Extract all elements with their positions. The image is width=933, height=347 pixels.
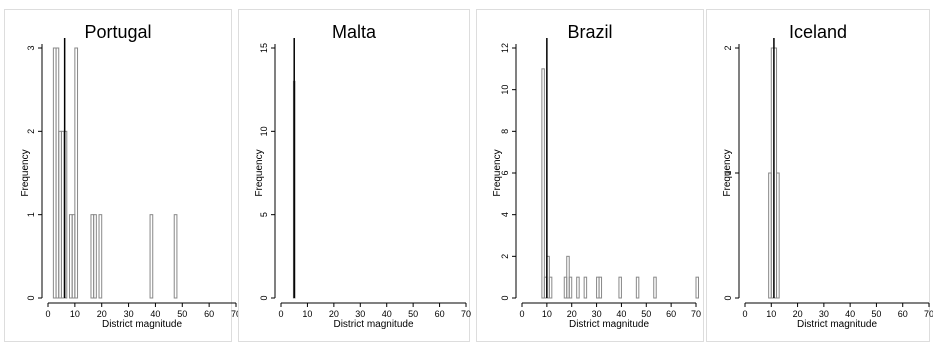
y-tick-label: 4 xyxy=(500,212,510,217)
x-tick-label: 10 xyxy=(302,309,312,319)
y-tick-label: 2 xyxy=(723,45,733,50)
y-tick-label: 5 xyxy=(259,212,269,217)
x-tick-label: 30 xyxy=(592,309,602,319)
panel-border xyxy=(239,10,470,342)
x-tick-label: 0 xyxy=(519,309,524,319)
y-tick-label: 8 xyxy=(500,129,510,134)
x-tick-label: 50 xyxy=(177,309,187,319)
x-tick-label: 10 xyxy=(542,309,552,319)
panel-title: Portugal xyxy=(84,22,151,42)
x-tick-label: 40 xyxy=(382,309,392,319)
y-tick-label: 10 xyxy=(259,126,269,136)
y-axis-label: Frequency xyxy=(20,149,31,196)
x-tick-label: 20 xyxy=(567,309,577,319)
panel-title: Malta xyxy=(332,22,377,42)
panel-border xyxy=(707,10,930,342)
x-tick-label: 0 xyxy=(742,309,747,319)
y-axis-label: Frequency xyxy=(254,149,265,196)
y-tick-label: 0 xyxy=(26,295,36,300)
y-tick-label: 2 xyxy=(26,129,36,134)
x-tick-label: 40 xyxy=(845,309,855,319)
panel-1: Malta 0 10 20 30 40 50 60 70 0 5 10 15 District magni… xyxy=(239,10,472,342)
panel-border xyxy=(477,10,704,342)
x-tick-label: 70 xyxy=(461,309,471,319)
x-tick-label: 30 xyxy=(124,309,134,319)
x-tick-label: 40 xyxy=(150,309,160,319)
x-axis-label: District magnitude xyxy=(333,319,413,330)
x-tick-label: 10 xyxy=(766,309,776,319)
x-tick-label: 40 xyxy=(616,309,626,319)
y-tick-label: 10 xyxy=(500,85,510,95)
x-tick-label: 60 xyxy=(435,309,445,319)
y-tick-label: 2 xyxy=(500,254,510,259)
y-tick-label: 1 xyxy=(26,212,36,217)
y-axis-label: Frequency xyxy=(722,149,733,196)
x-tick-label: 50 xyxy=(408,309,418,319)
y-tick-label: 0 xyxy=(259,295,269,300)
y-axis-label: Frequency xyxy=(492,149,503,196)
x-tick-label: 30 xyxy=(355,309,365,319)
x-tick-label: 60 xyxy=(898,309,908,319)
y-tick-label: 0 xyxy=(723,295,733,300)
x-tick-label: 20 xyxy=(793,309,803,319)
y-tick-label: 15 xyxy=(259,43,269,53)
panel-border xyxy=(5,10,232,342)
x-tick-label: 70 xyxy=(924,309,933,319)
x-tick-label: 10 xyxy=(70,309,80,319)
x-tick-label: 30 xyxy=(819,309,829,319)
panel-title: Iceland xyxy=(789,22,847,42)
x-tick-label: 50 xyxy=(871,309,881,319)
x-tick-label: 20 xyxy=(329,309,339,319)
y-tick-label: 12 xyxy=(500,43,510,53)
x-axis-label: District magnitude xyxy=(797,319,877,330)
x-tick-label: 60 xyxy=(204,309,214,319)
x-tick-label: 70 xyxy=(691,309,701,319)
x-axis-label: District magnitude xyxy=(569,319,649,330)
x-axis-label: District magnitude xyxy=(102,319,182,330)
x-tick-label: 20 xyxy=(97,309,107,319)
y-tick-label: 0 xyxy=(500,295,510,300)
x-tick-label: 60 xyxy=(666,309,676,319)
panel-title: Brazil xyxy=(567,22,612,42)
x-tick-label: 0 xyxy=(278,309,283,319)
x-tick-label: 0 xyxy=(45,309,50,319)
x-tick-label: 50 xyxy=(641,309,651,319)
y-tick-label: 3 xyxy=(26,45,36,50)
